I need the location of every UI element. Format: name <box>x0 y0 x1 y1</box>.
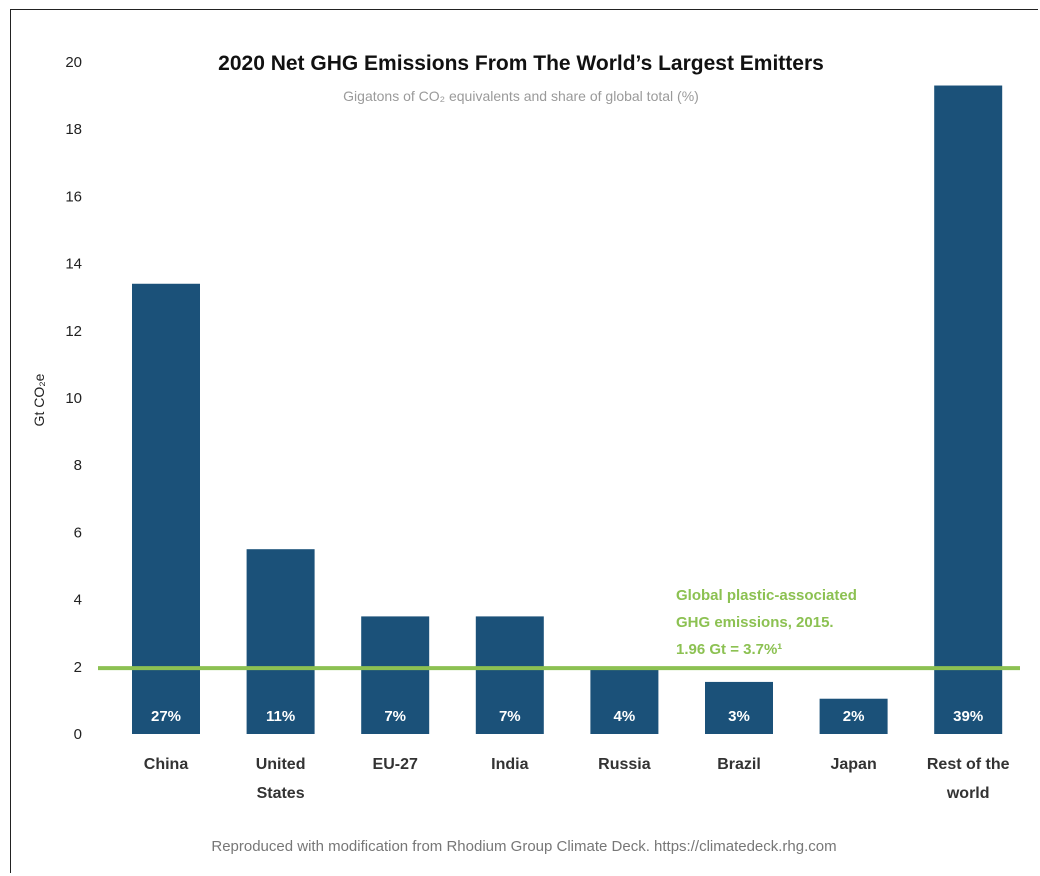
category-label: Japan <box>830 756 876 773</box>
bar <box>590 666 659 734</box>
bar-data-label: 3% <box>728 708 750 725</box>
y-tick-label: 4 <box>74 592 82 609</box>
category-label: Rest of the <box>927 756 1010 773</box>
category-label: Russia <box>598 756 651 773</box>
category-label: States <box>257 785 305 802</box>
category-label: EU-27 <box>373 756 418 773</box>
bar-data-label: 27% <box>151 708 181 725</box>
bar <box>819 698 888 734</box>
chart-frame <box>10 9 1038 873</box>
category-label: world <box>946 785 990 802</box>
bar <box>705 681 773 734</box>
bar-data-label: 4% <box>614 708 636 725</box>
bar <box>934 85 1003 734</box>
bar-data-label: 7% <box>499 708 521 725</box>
chart-subtitle: Gigatons of CO₂ equivalents and share of… <box>343 88 699 104</box>
y-tick-label: 12 <box>65 323 82 340</box>
bar-data-label: 2% <box>843 708 865 725</box>
category-label: China <box>144 756 189 773</box>
reference-line-group: Global plastic-associated GHG emissions, … <box>98 587 1020 671</box>
bar <box>132 283 200 734</box>
y-axis: 0 2 4 6 8 10 12 14 16 18 20 <box>65 54 82 743</box>
y-tick-label: 0 <box>74 726 82 743</box>
bar-data-label: 39% <box>953 708 983 725</box>
bar <box>475 616 544 734</box>
y-tick-label: 8 <box>74 457 82 474</box>
x-axis: China United States EU-27 India Russia Brazil J… <box>144 756 1010 802</box>
chart-title: 2020 Net GHG Emissions From The World’s … <box>218 52 824 75</box>
y-tick-label: 14 <box>65 256 82 273</box>
reference-annotation: Global plastic-associated <box>676 587 857 604</box>
category-label: United <box>256 756 306 773</box>
y-tick-label: 6 <box>74 524 82 541</box>
y-tick-label: 2 <box>74 659 82 676</box>
reference-annotation: GHG emissions, 2015. <box>676 614 834 631</box>
y-tick-label: 16 <box>65 188 82 205</box>
bar <box>246 549 315 734</box>
y-axis-label: Gt CO₂e <box>31 373 47 426</box>
y-tick-label: 18 <box>65 121 82 138</box>
source-note: Reproduced with modification from Rhodiu… <box>211 838 836 855</box>
y-tick-label: 10 <box>65 390 82 407</box>
reference-annotation: 1.96 Gt = 3.7%¹ <box>676 641 782 658</box>
category-label: Brazil <box>717 756 761 773</box>
bars: 27% 11% 7% 7% 4% 3% 2% 39% <box>132 85 1003 734</box>
bar-data-label: 11% <box>266 708 295 725</box>
category-label: India <box>491 756 528 773</box>
bar-data-label: 7% <box>384 708 406 725</box>
y-tick-label: 20 <box>65 54 82 71</box>
bar <box>361 616 430 734</box>
